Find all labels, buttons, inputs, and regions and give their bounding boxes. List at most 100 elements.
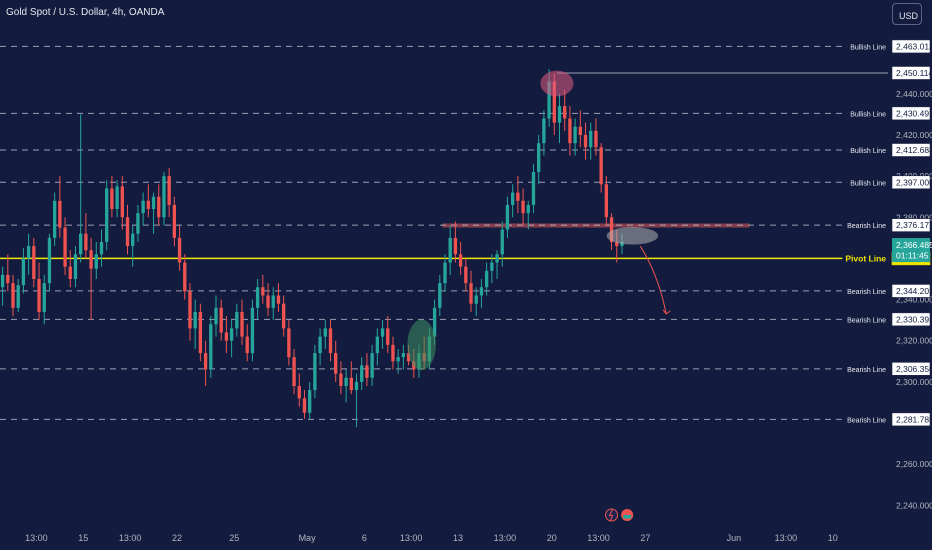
- candle-body: [84, 233, 88, 251]
- level-value-badge: [891, 284, 931, 298]
- level-value-badge: [891, 39, 931, 54]
- candle-body: [495, 254, 499, 263]
- candle-body: [52, 200, 57, 238]
- level-value-badge: [891, 143, 931, 157]
- candle-body: [479, 287, 484, 296]
- y-tick-label: 2,420.000: [896, 130, 932, 140]
- candle-body: [261, 287, 265, 296]
- level-name: Bearish Line: [847, 317, 886, 324]
- candle-body: [16, 285, 20, 308]
- candle-body: [354, 381, 359, 391]
- current-price-value: 2,366.485: [896, 240, 932, 250]
- candle-body: [209, 324, 213, 370]
- candle-body: [214, 307, 218, 325]
- candle-body: [573, 126, 577, 144]
- candle-body: [453, 237, 458, 255]
- x-tick-label: 20: [547, 533, 557, 543]
- level-name-bg: [847, 144, 889, 156]
- level-name: Bullish Line: [850, 148, 886, 155]
- level-value: 2,463.013: [896, 41, 932, 51]
- candle-body: [531, 171, 536, 205]
- candle-body: [58, 200, 62, 228]
- candle-body: [42, 283, 46, 312]
- x-tick-label: 13:00: [119, 533, 142, 543]
- candle-body: [110, 188, 114, 210]
- candle-body: [386, 328, 390, 345]
- level-name-bg: [844, 313, 889, 325]
- candle-body: [271, 295, 275, 308]
- candle-body: [193, 311, 197, 329]
- candle-body: [37, 279, 41, 312]
- candle-body: [557, 106, 562, 123]
- level-name: Bullish Line: [850, 180, 886, 187]
- candle-body: [172, 204, 177, 238]
- candle-body: [604, 184, 609, 218]
- candle-body: [552, 81, 556, 123]
- candle-body: [292, 357, 296, 387]
- candle-body: [328, 328, 333, 354]
- currency-button[interactable]: USD: [892, 3, 922, 25]
- candle-body: [224, 332, 229, 341]
- level-name: Bearish Line: [847, 417, 886, 424]
- candle-body: [11, 283, 15, 308]
- level-value: 2,344.202: [896, 286, 932, 296]
- candle-body: [490, 262, 494, 271]
- candle-body: [235, 311, 239, 329]
- candle-body: [484, 270, 489, 288]
- level-value-badge: [891, 362, 931, 376]
- x-tick-label: 6: [362, 533, 367, 543]
- candle-body: [188, 291, 192, 329]
- x-tick-label: 13:00: [494, 533, 517, 543]
- y-tick-label: 2,440.000: [896, 89, 932, 99]
- candle-body: [563, 106, 567, 119]
- candle-body: [615, 241, 619, 247]
- y-tick-label: 2,380.000: [896, 212, 932, 222]
- x-tick-label: 13:00: [775, 533, 798, 543]
- candle-body: [151, 196, 156, 210]
- candle-body: [73, 254, 78, 279]
- candles: [0, 69, 624, 428]
- candle-body: [281, 303, 286, 329]
- level-name-bg: [844, 219, 889, 231]
- level-value: 2,430.497: [896, 108, 932, 118]
- level-value: 2,450.114: [896, 68, 932, 78]
- candle-body: [47, 237, 52, 284]
- level-lines: Bullish Line Bullish Line Bullish Line Bull…: [0, 40, 889, 425]
- candle-body: [505, 204, 510, 230]
- candle-body: [313, 353, 317, 391]
- candle-body: [568, 118, 572, 144]
- candle-body: [120, 186, 124, 218]
- candle-body: [375, 336, 380, 354]
- level-name-bg: [842, 252, 889, 264]
- level-value-badge: [891, 412, 931, 427]
- level-value: 2,397.000: [896, 177, 932, 187]
- candle-body: [344, 377, 348, 387]
- level-value-badge: [891, 66, 931, 80]
- candle-body: [26, 246, 31, 259]
- y-tick-label: 2,340.000: [896, 295, 932, 305]
- candle-body: [594, 130, 598, 148]
- candle-body: [458, 254, 463, 267]
- candle-body: [63, 227, 67, 267]
- x-tick-label: 13: [453, 533, 463, 543]
- candle-body: [245, 336, 249, 354]
- level-name-bg: [844, 362, 889, 374]
- candle-body: [297, 386, 301, 399]
- level-value-badge: [891, 175, 931, 190]
- candle-body: [370, 353, 374, 378]
- level-name-bg: [847, 40, 889, 52]
- projection-arrow: [639, 245, 667, 315]
- price-badges: 2,463.013 2,450.114 2,430.497 2,412.684 2,39…: [891, 39, 932, 427]
- candle-body: [136, 213, 140, 234]
- level-name: Bearish Line: [847, 367, 886, 374]
- time-axis[interactable]: 13:00 15 13:00 22 25 May 6 13:00 13 13:00 20 13:00 2…: [25, 533, 838, 543]
- candle-body: [583, 134, 588, 148]
- event-icons[interactable]: [605, 508, 634, 522]
- level-value: 2,412.684: [896, 145, 932, 155]
- candle-body: [620, 241, 624, 247]
- x-tick-label: May: [299, 533, 317, 543]
- candle-body: [360, 365, 364, 382]
- symbol-title: Gold Spot / U.S. Dollar, 4h, OANDA: [6, 7, 165, 18]
- candle-body: [438, 283, 442, 308]
